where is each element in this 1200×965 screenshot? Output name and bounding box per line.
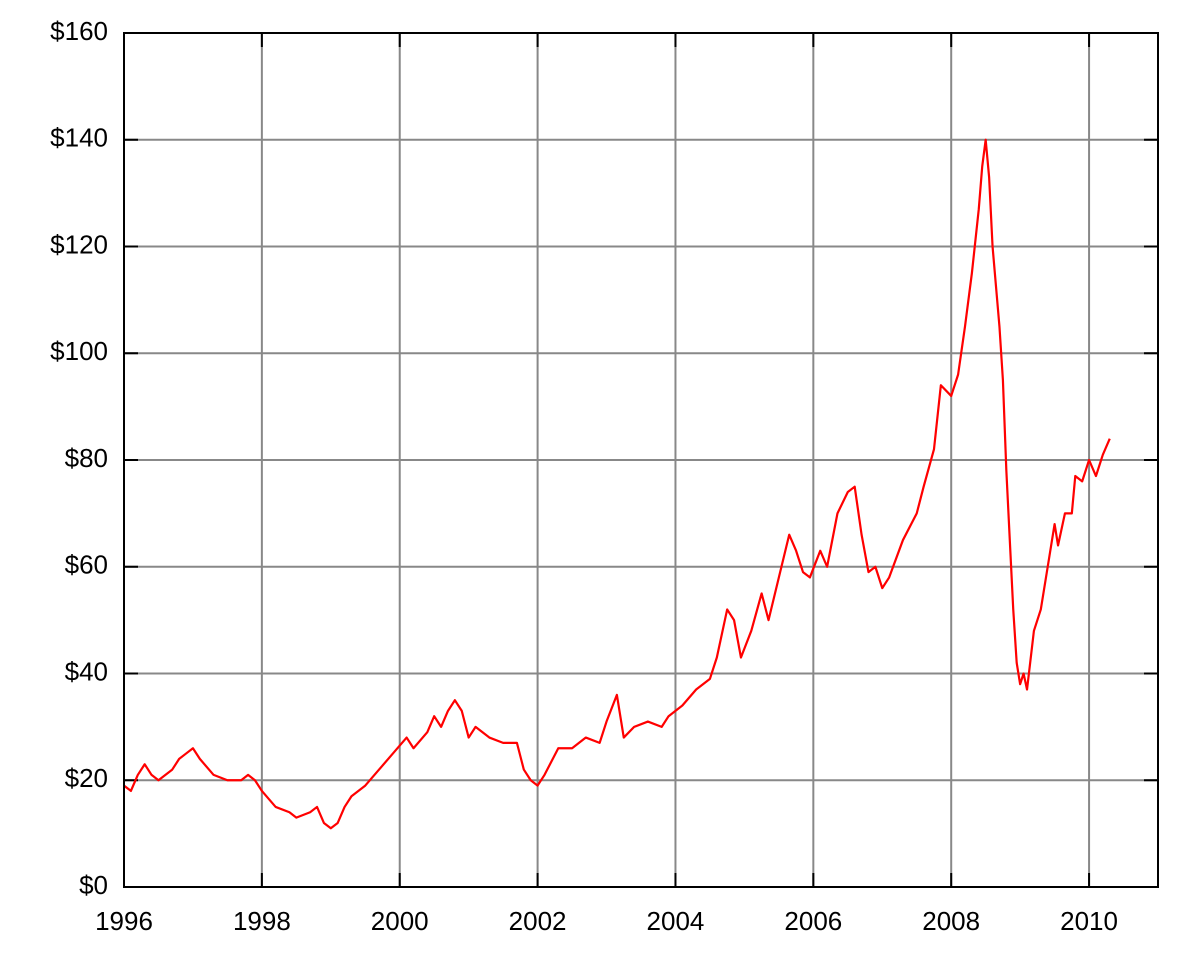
x-tick-label: 2000: [371, 906, 429, 936]
y-tick-label: $140: [50, 123, 108, 153]
x-tick-label: 2008: [922, 906, 980, 936]
x-tick-label: 1998: [233, 906, 291, 936]
x-tick-label: 1996: [95, 906, 153, 936]
x-tick-label: 2002: [509, 906, 567, 936]
y-tick-label: $160: [50, 16, 108, 46]
y-tick-label: $120: [50, 229, 108, 259]
x-tick-label: 2010: [1060, 906, 1118, 936]
y-tick-label: $20: [65, 763, 108, 793]
price-line: [123, 138, 1111, 830]
x-tick-label: 2004: [647, 906, 705, 936]
y-tick-label: $60: [65, 550, 108, 580]
y-tick-label: $0: [79, 870, 108, 900]
y-tick-label: $100: [50, 336, 108, 366]
plot-frame: [123, 32, 1159, 888]
x-tick-label: 2006: [784, 906, 842, 936]
y-tick-label: $40: [65, 656, 108, 686]
y-tick-label: $80: [65, 443, 108, 473]
